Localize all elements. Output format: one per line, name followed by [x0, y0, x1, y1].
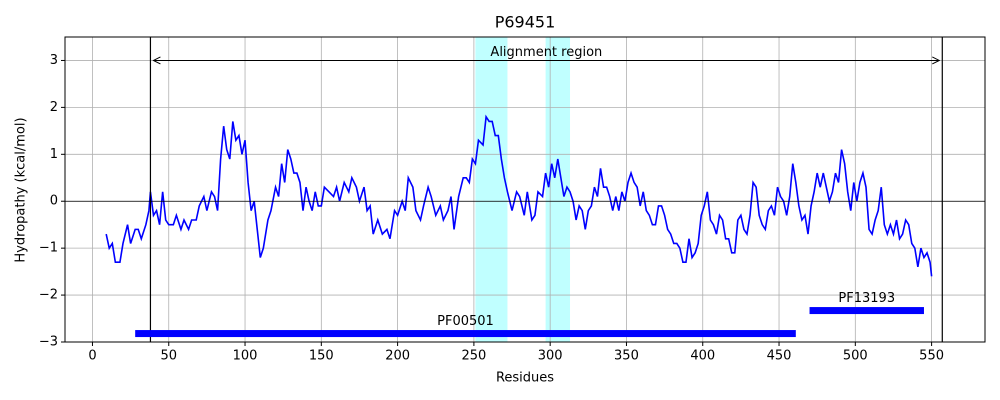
- y-tick-label: −2: [39, 288, 58, 303]
- x-axis-label: Residues: [496, 371, 554, 386]
- y-tick-label: 2: [50, 100, 58, 115]
- hydropathy-line: [105, 114, 933, 277]
- x-tick-label: 450: [767, 349, 792, 364]
- y-tick-label: 3: [50, 53, 58, 68]
- domain-label: PF00501: [437, 314, 494, 329]
- y-tick-label: −1: [39, 241, 58, 256]
- domain-label: PF13193: [838, 291, 895, 306]
- y-tick-label: −3: [39, 335, 58, 350]
- x-tick-label: 400: [690, 349, 715, 364]
- x-tick-label: 300: [538, 349, 563, 364]
- y-tick-label: 0: [50, 194, 58, 209]
- x-tick-label: 200: [385, 349, 410, 364]
- x-tick-label: 0: [88, 349, 96, 364]
- x-tick-label: 50: [160, 349, 177, 364]
- x-tick-label: 550: [919, 349, 944, 364]
- x-tick-label: 350: [614, 349, 639, 364]
- x-tick-label: 150: [309, 349, 334, 364]
- arrow-head: [152, 56, 941, 65]
- plot-frame: [64, 36, 986, 343]
- highlight-region: [475, 37, 508, 342]
- arrow-label: Alignment region: [490, 45, 602, 60]
- x-tick-label: 500: [843, 349, 868, 364]
- domain-bar: [809, 307, 924, 315]
- y-tick-label: 1: [50, 147, 58, 162]
- domain-bar: [135, 330, 796, 338]
- x-tick-label: 250: [461, 349, 486, 364]
- x-tick-label: 100: [233, 349, 258, 364]
- y-axis-label: Hydropathy (kcal/mol): [14, 117, 29, 262]
- chart-title: P69451: [495, 13, 556, 32]
